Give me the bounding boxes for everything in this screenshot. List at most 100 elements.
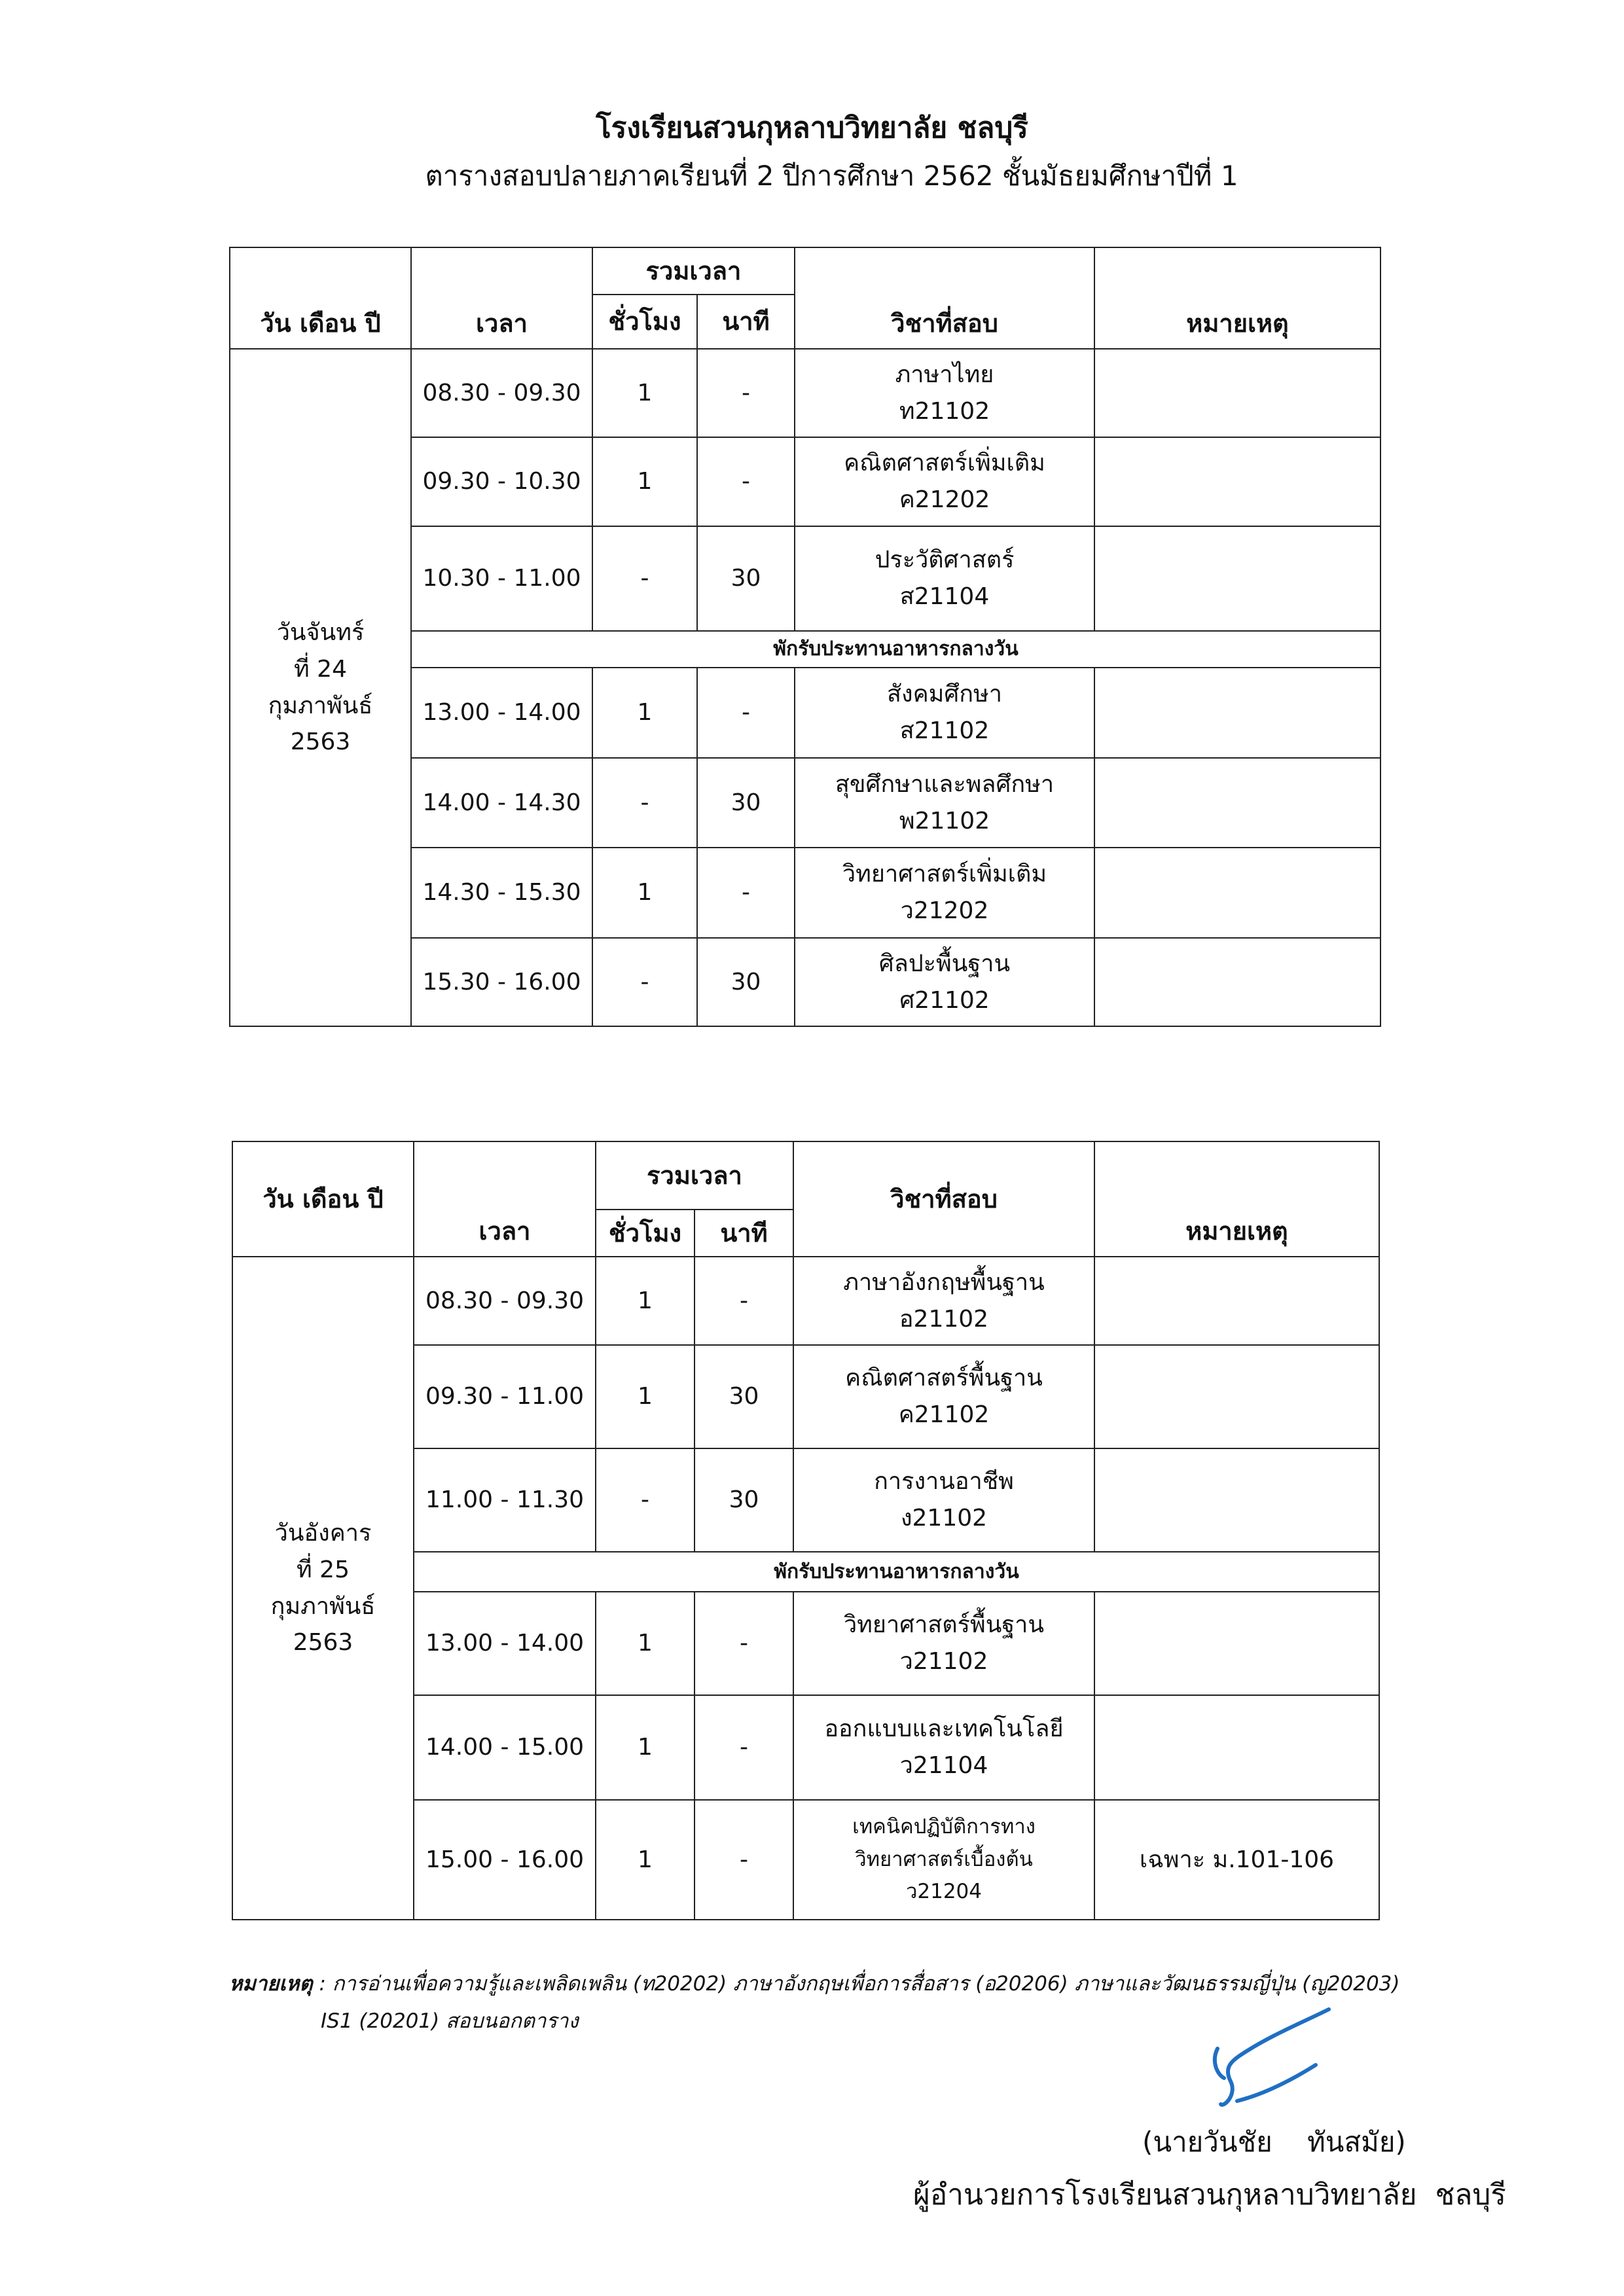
header-total: รวมเวลา bbox=[592, 247, 795, 295]
time-cell: 13.00 - 14.00 bbox=[413, 1591, 596, 1696]
remark-cell bbox=[1094, 437, 1381, 527]
hours-cell: 1 bbox=[595, 1344, 695, 1449]
time-cell: 13.00 - 14.00 bbox=[410, 667, 593, 759]
subject-name: ออกแบบและเทคโนโลยี bbox=[824, 1715, 1064, 1743]
remark-cell: เฉพาะ ม.101-106 bbox=[1094, 1799, 1380, 1920]
hours-cell: 1 bbox=[595, 1695, 695, 1801]
remark-cell bbox=[1094, 667, 1381, 759]
subject-name: คณิตศาสตร์เพิ่มเติม bbox=[844, 450, 1045, 477]
signatory-position: ผู้อำนวยการโรงเรียนสวนกุหลาบวิทยาลัย ชลบ… bbox=[913, 2178, 1506, 2212]
schedule-table-day1: วัน เดือน ปี เวลา รวมเวลา วิชาที่สอบ หมา… bbox=[229, 247, 1381, 1027]
footnote-line2: IS1 (20201) สอบนอกตาราง bbox=[321, 2009, 579, 2033]
time-cell: 08.30 - 09.30 bbox=[410, 348, 593, 438]
minutes-cell: - bbox=[696, 437, 795, 527]
subject-name: ศิลปะพื้นฐาน bbox=[878, 950, 1011, 977]
date-line: กุมภาพันธ์ bbox=[270, 1592, 376, 1620]
footnote-label: หมายเหตุ bbox=[229, 1972, 313, 1996]
subject-name: วิทยาศาสตร์พื้นฐาน bbox=[843, 1611, 1045, 1639]
schedule-table-day2: วัน เดือน ปี เวลา รวมเวลา วิชาที่สอบ หมา… bbox=[232, 1141, 1380, 1920]
subject-code: ว21104 bbox=[899, 1752, 988, 1779]
header-remark: หมายเหตุ bbox=[1094, 1141, 1380, 1257]
subject-name: วิทยาศาสตร์เพิ่มเติม bbox=[842, 861, 1047, 888]
school-title: โรงเรียนสวนกุหลาบวิทยาลัย ชลบุรี bbox=[596, 111, 1028, 145]
minutes-cell: - bbox=[694, 1799, 794, 1920]
signature-image bbox=[1212, 2007, 1331, 2107]
footnote-line1: : การอ่านเพื่อความรู้และเพลิดเพลิน (ท202… bbox=[312, 1972, 1400, 1996]
signatory-name: (นายวันชัย ทันสมัย) bbox=[1142, 2126, 1406, 2158]
subject-cell: วิทยาศาสตร์พื้นฐานว21102 bbox=[793, 1591, 1095, 1696]
subject-name: เทคนิคปฏิบัติการทาง bbox=[852, 1815, 1036, 1839]
table-row: 11.00 - 11.30-30 การงานอาชีพ ง21102 bbox=[232, 1448, 1380, 1552]
remark-cell bbox=[1094, 1591, 1380, 1696]
subject-cell: ภาษาไทยท21102 bbox=[794, 348, 1095, 438]
subject-cell: วิทยาศาสตร์เพิ่มเติมว21202 bbox=[794, 847, 1095, 939]
subject-name: คณิตศาสตร์พื้นฐาน bbox=[845, 1365, 1043, 1392]
subject-code: ท21102 bbox=[899, 397, 990, 425]
hours-cell: 1 bbox=[592, 437, 698, 527]
subject-code: ว21102 bbox=[899, 1648, 988, 1675]
table-row: วันจันทร์ ที่ 24 กุมภาพันธ์ 2563 08.30 - 09.… bbox=[229, 348, 1381, 1027]
subject-cell: สุขศึกษาและพลศึกษาพ21102 bbox=[794, 757, 1095, 848]
footnote: หมายเหตุ : การอ่านเพื่อความรู้และเพลิดเพ… bbox=[229, 1967, 1400, 2000]
subject-code: ว21204 bbox=[905, 1880, 983, 1904]
subject-name: ประวัติศาสตร์ bbox=[875, 547, 1015, 574]
time-cell: 15.30 - 16.00 bbox=[410, 937, 593, 1027]
lunch-break-label: พักรับประทานอาหารกลางวัน bbox=[413, 1551, 1380, 1592]
minutes-cell: - bbox=[696, 667, 795, 759]
remark-cell bbox=[1094, 348, 1381, 438]
header-time: เวลา bbox=[410, 247, 593, 350]
hours-cell: - bbox=[592, 937, 698, 1027]
header-hours: ชั่วโมง bbox=[592, 294, 698, 350]
remark-cell bbox=[1094, 757, 1381, 848]
subject-name: วิทยาศาสตร์เบื้องต้น bbox=[855, 1847, 1033, 1871]
subject-cell: ศิลปะพื้นฐานศ21102 bbox=[794, 937, 1095, 1027]
header-minutes: นาที bbox=[694, 1209, 794, 1257]
table-row: 14.30 - 15.30 1- วิทยาศาสตร์เพิ่มเติม ว2120… bbox=[230, 847, 1381, 939]
date-line: วันจันทร์ bbox=[276, 619, 365, 646]
subject-cell: ออกแบบและเทคโนโลยีว21104 bbox=[793, 1695, 1095, 1801]
subject-code: พ21102 bbox=[899, 807, 990, 834]
remark-cell bbox=[1094, 937, 1381, 1027]
table-row: วันอังคาร ที่ 25 กุมภาพันธ์ 2563 08.30 - 09.… bbox=[232, 1256, 1380, 1920]
subject-code: ส21104 bbox=[899, 583, 990, 610]
table-row: 14.00 - 14.30-30 สุขศึกษาและพลศึกษา พ21102 bbox=[230, 757, 1381, 848]
hours-cell: - bbox=[595, 1448, 695, 1552]
table-row: 15.30 - 16.00-30 ศิลปะพื้นฐาน ศ21102 bbox=[230, 937, 1381, 1027]
remark-cell bbox=[1094, 1256, 1380, 1346]
header-hours: ชั่วโมง bbox=[595, 1209, 695, 1257]
time-cell: 08.30 - 09.30 bbox=[413, 1256, 596, 1346]
time-cell: 09.30 - 10.30 bbox=[410, 437, 593, 527]
remark-cell bbox=[1094, 1448, 1380, 1552]
minutes-cell: - bbox=[696, 847, 795, 939]
hours-cell: 1 bbox=[592, 667, 698, 759]
header-time: เวลา bbox=[413, 1141, 596, 1257]
table-row: 10.30 - 11.00-30 ประวัติศาสตร์ ส21104 bbox=[230, 526, 1381, 632]
lunch-break-row: พักรับประทานอาหารกลางวัน bbox=[230, 630, 1381, 668]
header-subject: วิชาที่สอบ bbox=[793, 1141, 1095, 1257]
hours-cell: 1 bbox=[595, 1799, 695, 1920]
hours-cell: 1 bbox=[595, 1256, 695, 1346]
hours-cell: - bbox=[592, 757, 698, 848]
subject-code: ว21202 bbox=[900, 897, 989, 924]
date-line: ที่ 25 bbox=[297, 1556, 350, 1583]
minutes-cell: 30 bbox=[696, 757, 795, 848]
table-row: 13.00 - 14.00 1- สังคมศึกษา ส21102 bbox=[230, 667, 1381, 759]
table-row: 09.30 - 10.30 1- คณิตศาสตร์เพิ่มเติม ค21202 bbox=[230, 437, 1381, 527]
remark-cell bbox=[1094, 526, 1381, 632]
subject-cell: เทคนิคปฏิบัติการทางวิทยาศาสตร์เบื้องต้นว… bbox=[793, 1799, 1095, 1920]
time-cell: 09.30 - 11.00 bbox=[413, 1344, 596, 1449]
header-remark: หมายเหตุ bbox=[1094, 247, 1381, 350]
subject-cell: คณิตศาสตร์พื้นฐานค21102 bbox=[793, 1344, 1095, 1449]
subject-name: ภาษาไทย bbox=[895, 361, 994, 388]
minutes-cell: 30 bbox=[694, 1344, 794, 1449]
subject-code: ค21102 bbox=[898, 1401, 990, 1428]
subject-code: อ21102 bbox=[899, 1305, 989, 1333]
subject-name: การงานอาชีพ bbox=[874, 1468, 1014, 1496]
date-line: ที่ 24 bbox=[294, 655, 347, 683]
remark-cell bbox=[1094, 847, 1381, 939]
hours-cell: - bbox=[592, 526, 698, 632]
subject-name: สุขศึกษาและพลศึกษา bbox=[835, 770, 1055, 798]
time-cell: 14.00 - 14.30 bbox=[410, 757, 593, 848]
lunch-break-label: พักรับประทานอาหารกลางวัน bbox=[410, 630, 1381, 668]
subject-code: ศ21102 bbox=[899, 986, 990, 1014]
